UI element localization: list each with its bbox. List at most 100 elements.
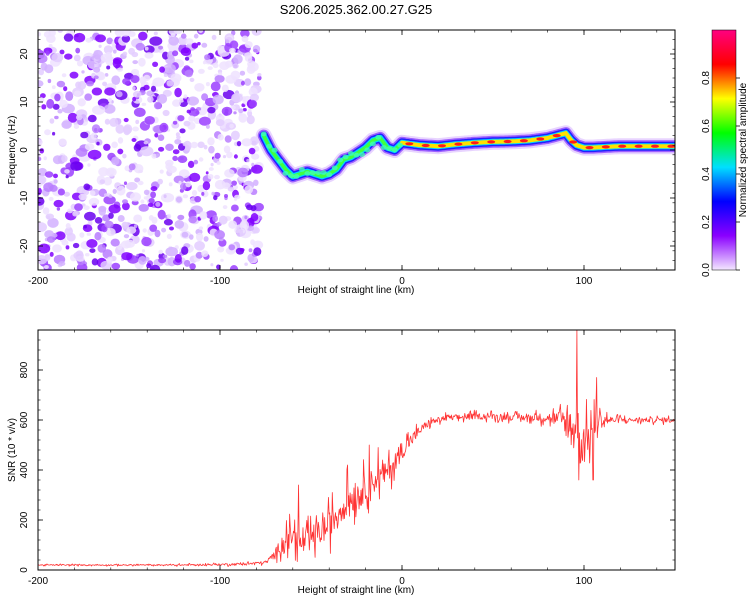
noise-blob [95,34,106,43]
noise-blob [73,32,86,43]
noise-blob [165,143,174,151]
noise-blob [166,80,174,87]
noise-blob [59,49,65,55]
noise-blob [96,141,100,146]
noise-blob [64,169,70,174]
noise-blob [93,75,99,80]
ridge-blob [298,167,305,172]
y-tick-label: 10 [19,96,30,108]
noise-blob [150,186,158,192]
spectrogram-x-ticks: -200 -100 0 100 [28,30,658,287]
noise-blob [64,53,73,60]
noise-blob [108,212,114,219]
noise-blob [108,194,113,198]
noise-blob [198,116,211,126]
noise-blob [133,224,138,229]
noise-blob [166,165,177,174]
noise-blob [93,49,104,60]
noise-blob [72,211,78,217]
noise-blobs [38,30,264,270]
noise-blob [73,251,84,260]
noise-blob [177,214,185,220]
noise-blob [126,226,137,234]
noise-blob [174,87,182,98]
noise-blob [238,113,248,123]
noise-blob [225,60,233,68]
noise-blob [191,42,199,49]
noise-blob [38,54,48,64]
noise-blob [56,80,66,88]
noise-blob [38,243,51,254]
noise-blob [65,175,69,179]
noise-blob [195,251,203,259]
noise-blob [205,124,210,129]
noise-blob [250,93,259,102]
noise-blob [198,226,204,230]
snr-line [38,330,675,567]
noise-blob [104,87,116,96]
noise-blob [214,174,220,180]
ridge-blob [397,142,404,148]
y-tick-label: 0 [19,567,30,573]
noise-blob [132,126,140,132]
noise-blob [172,149,180,155]
noise-blob [221,84,229,93]
ridge-blob [260,131,267,137]
noise-blob [80,131,89,139]
noise-blob [189,77,195,82]
colorbar-tick-label: 0.2 [701,215,712,229]
colorbar-ticks: 0.0 0.2 0.4 0.6 0.8 [701,71,740,277]
noise-blob [122,78,131,85]
noise-blob [225,39,230,44]
noise-blob [44,230,54,239]
noise-blob [173,175,185,184]
x-tick-label: 0 [399,576,405,587]
noise-blob [113,49,117,54]
noise-blob [65,245,70,250]
y-tick-label: -10 [19,190,30,205]
noise-blob [104,193,108,197]
noise-blob [198,30,204,33]
noise-blob [244,262,248,266]
noise-blob [84,93,93,101]
noise-blob [201,93,209,101]
noise-blob [65,223,71,229]
noise-blob [244,215,248,220]
noise-blob [75,147,88,157]
noise-blob [54,93,61,102]
colorbar-tick-label: 0.0 [701,263,712,277]
noise-blob [233,111,237,115]
noise-blob [49,184,58,192]
snr-y-ticks: 0 200 400 600 800 [19,329,675,573]
noise-blob [120,240,132,249]
noise-blob [52,244,62,253]
noise-blob [132,86,136,91]
noise-blob [202,60,207,65]
noise-blob [229,123,234,129]
noise-blob [181,246,189,255]
noise-blob [193,33,199,39]
noise-blob [201,191,205,196]
noise-blob [45,213,54,220]
ridge-blob [337,157,344,163]
noise-blob [244,41,253,49]
noise-blob [170,73,182,83]
noise-blob [182,194,189,199]
noise-blob [248,147,256,155]
noise-blob [78,193,88,201]
ridge-blob [282,171,289,176]
noise-blob [216,161,221,165]
noise-blob [194,196,202,203]
noise-blob [58,261,66,267]
noise-blob [104,118,110,125]
noise-blob [189,59,194,64]
ridge-peak [552,134,561,138]
noise-blob [183,65,191,71]
noise-blob [97,244,107,253]
noise-blob [153,101,162,110]
noise-blob [228,244,236,251]
noise-blob [244,52,253,59]
noise-blob [67,112,78,123]
noise-blob [89,248,96,254]
noise-blob [110,230,115,235]
